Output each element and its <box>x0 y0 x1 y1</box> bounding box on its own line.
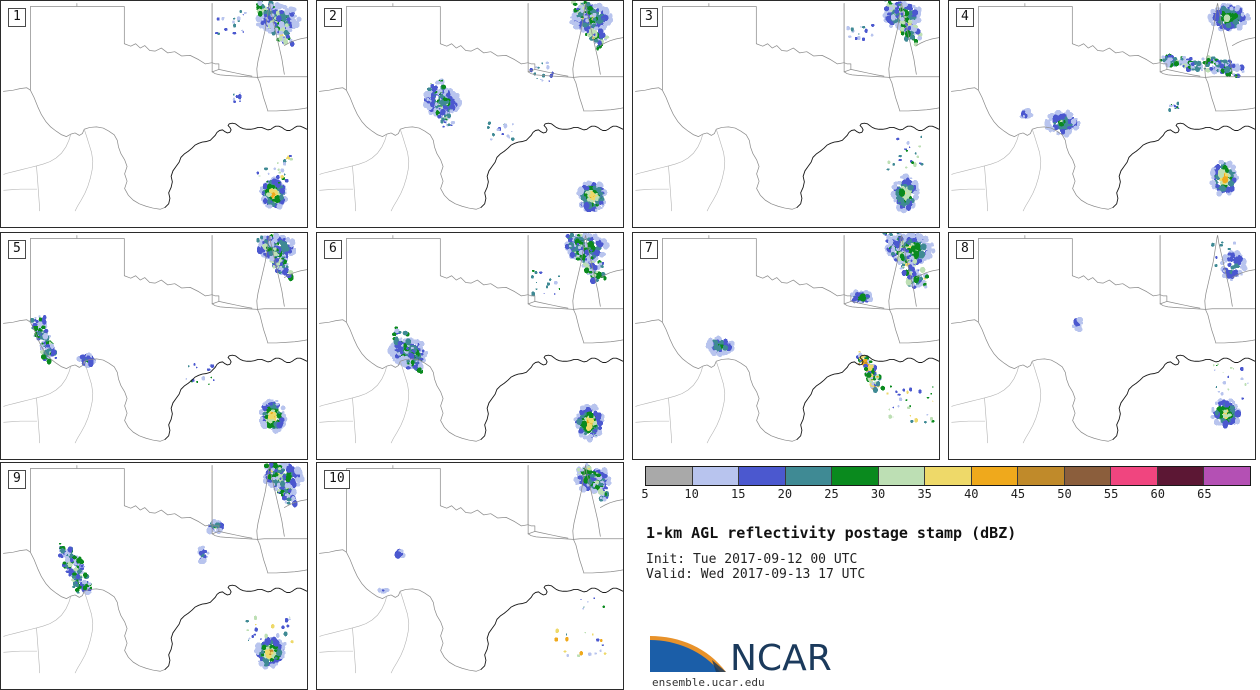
panel-number-10: 10 <box>324 470 350 489</box>
colorbar-segment-45-50 <box>1018 467 1065 485</box>
colorbar-segment-35-40 <box>925 467 972 485</box>
colorbar-tick-60: 60 <box>1151 487 1165 501</box>
panel-number-1: 1 <box>8 8 26 27</box>
colorbar-tick-10: 10 <box>684 487 698 501</box>
panel-number-4: 4 <box>956 8 974 27</box>
ncar-mountain-mark <box>650 636 726 672</box>
colorbar-segment-65-70 <box>1204 467 1250 485</box>
colorbar-tick-65: 65 <box>1197 487 1211 501</box>
logo-url-label: ensemble.ucar.edu <box>652 676 765 689</box>
colorbar-tick-5: 5 <box>641 487 648 501</box>
colorbar-segment-30-35 <box>879 467 926 485</box>
panel-number-2: 2 <box>324 8 342 27</box>
colorbar-tick-15: 15 <box>731 487 745 501</box>
member-panel-6[interactable]: 6 <box>316 232 624 460</box>
member-panel-9[interactable]: 9 <box>0 462 308 690</box>
colorbar-segment-10-15 <box>693 467 740 485</box>
member-panel-8[interactable]: 8 <box>948 232 1256 460</box>
panel-number-7: 7 <box>640 240 658 259</box>
colorbar-segment-15-20 <box>739 467 786 485</box>
panel-number-6: 6 <box>324 240 342 259</box>
panel-number-3: 3 <box>640 8 658 27</box>
ncar-wordmark: NCAR <box>730 638 832 679</box>
member-panel-1[interactable]: 1 <box>0 0 308 228</box>
init-time-label: Init: Tue 2017-09-12 00 UTC <box>646 552 857 567</box>
colorbar-segment-25-30 <box>832 467 879 485</box>
colorbar-segment-50-55 <box>1065 467 1112 485</box>
colorbar-segment-20-25 <box>786 467 833 485</box>
colorbar-tick-50: 50 <box>1057 487 1071 501</box>
panel-number-8: 8 <box>956 240 974 259</box>
member-panel-10[interactable]: 10 <box>316 462 624 690</box>
member-panel-3[interactable]: 3 <box>632 0 940 228</box>
valid-time-label: Valid: Wed 2017-09-13 17 UTC <box>646 567 865 582</box>
colorbar-tick-45: 45 <box>1011 487 1025 501</box>
member-panel-5[interactable]: 5 <box>0 232 308 460</box>
figure-title: 1-km AGL reflectivity postage stamp (dBZ… <box>646 524 1016 542</box>
colorbar-segment-5-10 <box>646 467 693 485</box>
colorbar-segment-40-45 <box>972 467 1019 485</box>
colorbar-segment-60-65 <box>1158 467 1205 485</box>
reflectivity-colorbar <box>645 466 1251 486</box>
colorbar-tick-55: 55 <box>1104 487 1118 501</box>
colorbar-tick-25: 25 <box>824 487 838 501</box>
colorbar-tick-35: 35 <box>917 487 931 501</box>
member-panel-2[interactable]: 2 <box>316 0 624 228</box>
member-panel-7[interactable]: 7 <box>632 232 940 460</box>
colorbar-tick-20: 20 <box>778 487 792 501</box>
member-panel-4[interactable]: 4 <box>948 0 1256 228</box>
panel-number-9: 9 <box>8 470 26 489</box>
colorbar-tick-40: 40 <box>964 487 978 501</box>
colorbar-tick-30: 30 <box>871 487 885 501</box>
colorbar-segment-55-60 <box>1111 467 1158 485</box>
ncar-logo: NCAR <box>646 620 846 684</box>
panel-number-5: 5 <box>8 240 26 259</box>
